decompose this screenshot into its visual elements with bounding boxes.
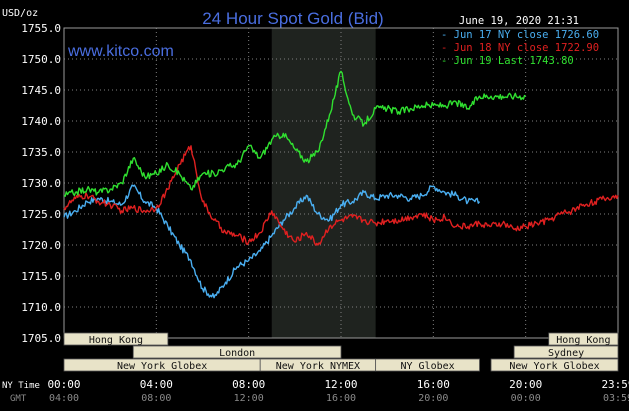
legend-entry: - Jun 17 NY close 1726.60 [441,29,599,41]
session-label: Hong Kong [89,335,143,346]
nymex-highlight-band [271,28,376,338]
ny-time-row-label: NY Time [2,381,40,391]
y-tick-label: 1755.0 [21,22,61,35]
x-tick-label-ny: 08:00 [232,378,265,391]
legend-entry: - Jun 18 NY close 1722.90 [441,42,599,54]
y-axis-unit-label: USD/oz [2,8,38,19]
session-layer: Hong Kong Hong Kong London Sydney New York G… [63,332,619,372]
y-tick-label: 1720.0 [21,239,61,252]
legend-entry: - Jun 19 Last 1743.80 [441,55,574,67]
session-band [375,358,480,372]
series-line-1 [63,184,481,299]
site-label[interactable]: www.kitco.com [67,43,174,60]
y-tick-label: 1730.0 [21,177,61,190]
y-tick-label: 1750.0 [21,53,61,66]
x-tick-label-ny: 16:00 [417,378,450,391]
y-tick-label: 1725.0 [21,208,61,221]
x-tick-label-ny: 04:00 [140,378,173,391]
x-tick-label-ny: 20:00 [509,378,542,391]
x-tick-label-ny: 23:59 [601,378,629,391]
series-line-3 [63,70,527,197]
session-label: NY Globex [400,361,454,372]
y-tick-label: 1705.0 [21,332,61,345]
y-tick-label: 1715.0 [21,270,61,283]
legend-layer: - Jun 17 NY close 1726.60- Jun 18 NY clo… [441,29,599,67]
y-tick-label: 1745.0 [21,84,61,97]
session-label: London [219,348,255,359]
x-tick-label-gmt: 12:00 [234,393,264,404]
x-tick-label-ny: 12:00 [324,378,357,391]
session-band [132,345,342,359]
session-band [548,332,619,346]
date-label: June 19, 2020 21:31 [459,15,579,27]
x-tick-label-gmt: 03:59 [603,393,629,404]
session-label: New York Globex [509,361,599,372]
session-band [63,332,169,346]
y-tick-label: 1710.0 [21,301,61,314]
y-tick-label: 1740.0 [21,115,61,128]
x-tick-label-gmt: 20:00 [418,393,448,404]
x-tick-label-ny: 00:00 [47,378,80,391]
session-label: Sydney [548,348,584,359]
x-tick-label-gmt: 04:00 [49,393,79,404]
highlight-layer [271,28,376,338]
chart-title: 24 Hour Spot Gold (Bid) [202,9,383,28]
series-line-2 [63,145,619,246]
gmt-row-label: GMT [10,394,27,404]
session-band [490,358,619,372]
y-tick-label: 1735.0 [21,146,61,159]
x-tick-label-gmt: 00:00 [511,393,541,404]
plot-frame [63,27,619,339]
axis-layer: 1755.0 1750.0 1745.0 1740.0 1735.0 1730.0 1725… [21,22,629,404]
session-label: New York Globex [117,361,207,372]
x-tick-label-gmt: 16:00 [326,393,356,404]
series-layer [63,70,619,299]
session-band [513,345,619,359]
x-tick-label-gmt: 08:00 [141,393,171,404]
session-label: Hong Kong [556,335,610,346]
session-label: New York NYMEX [276,361,360,372]
